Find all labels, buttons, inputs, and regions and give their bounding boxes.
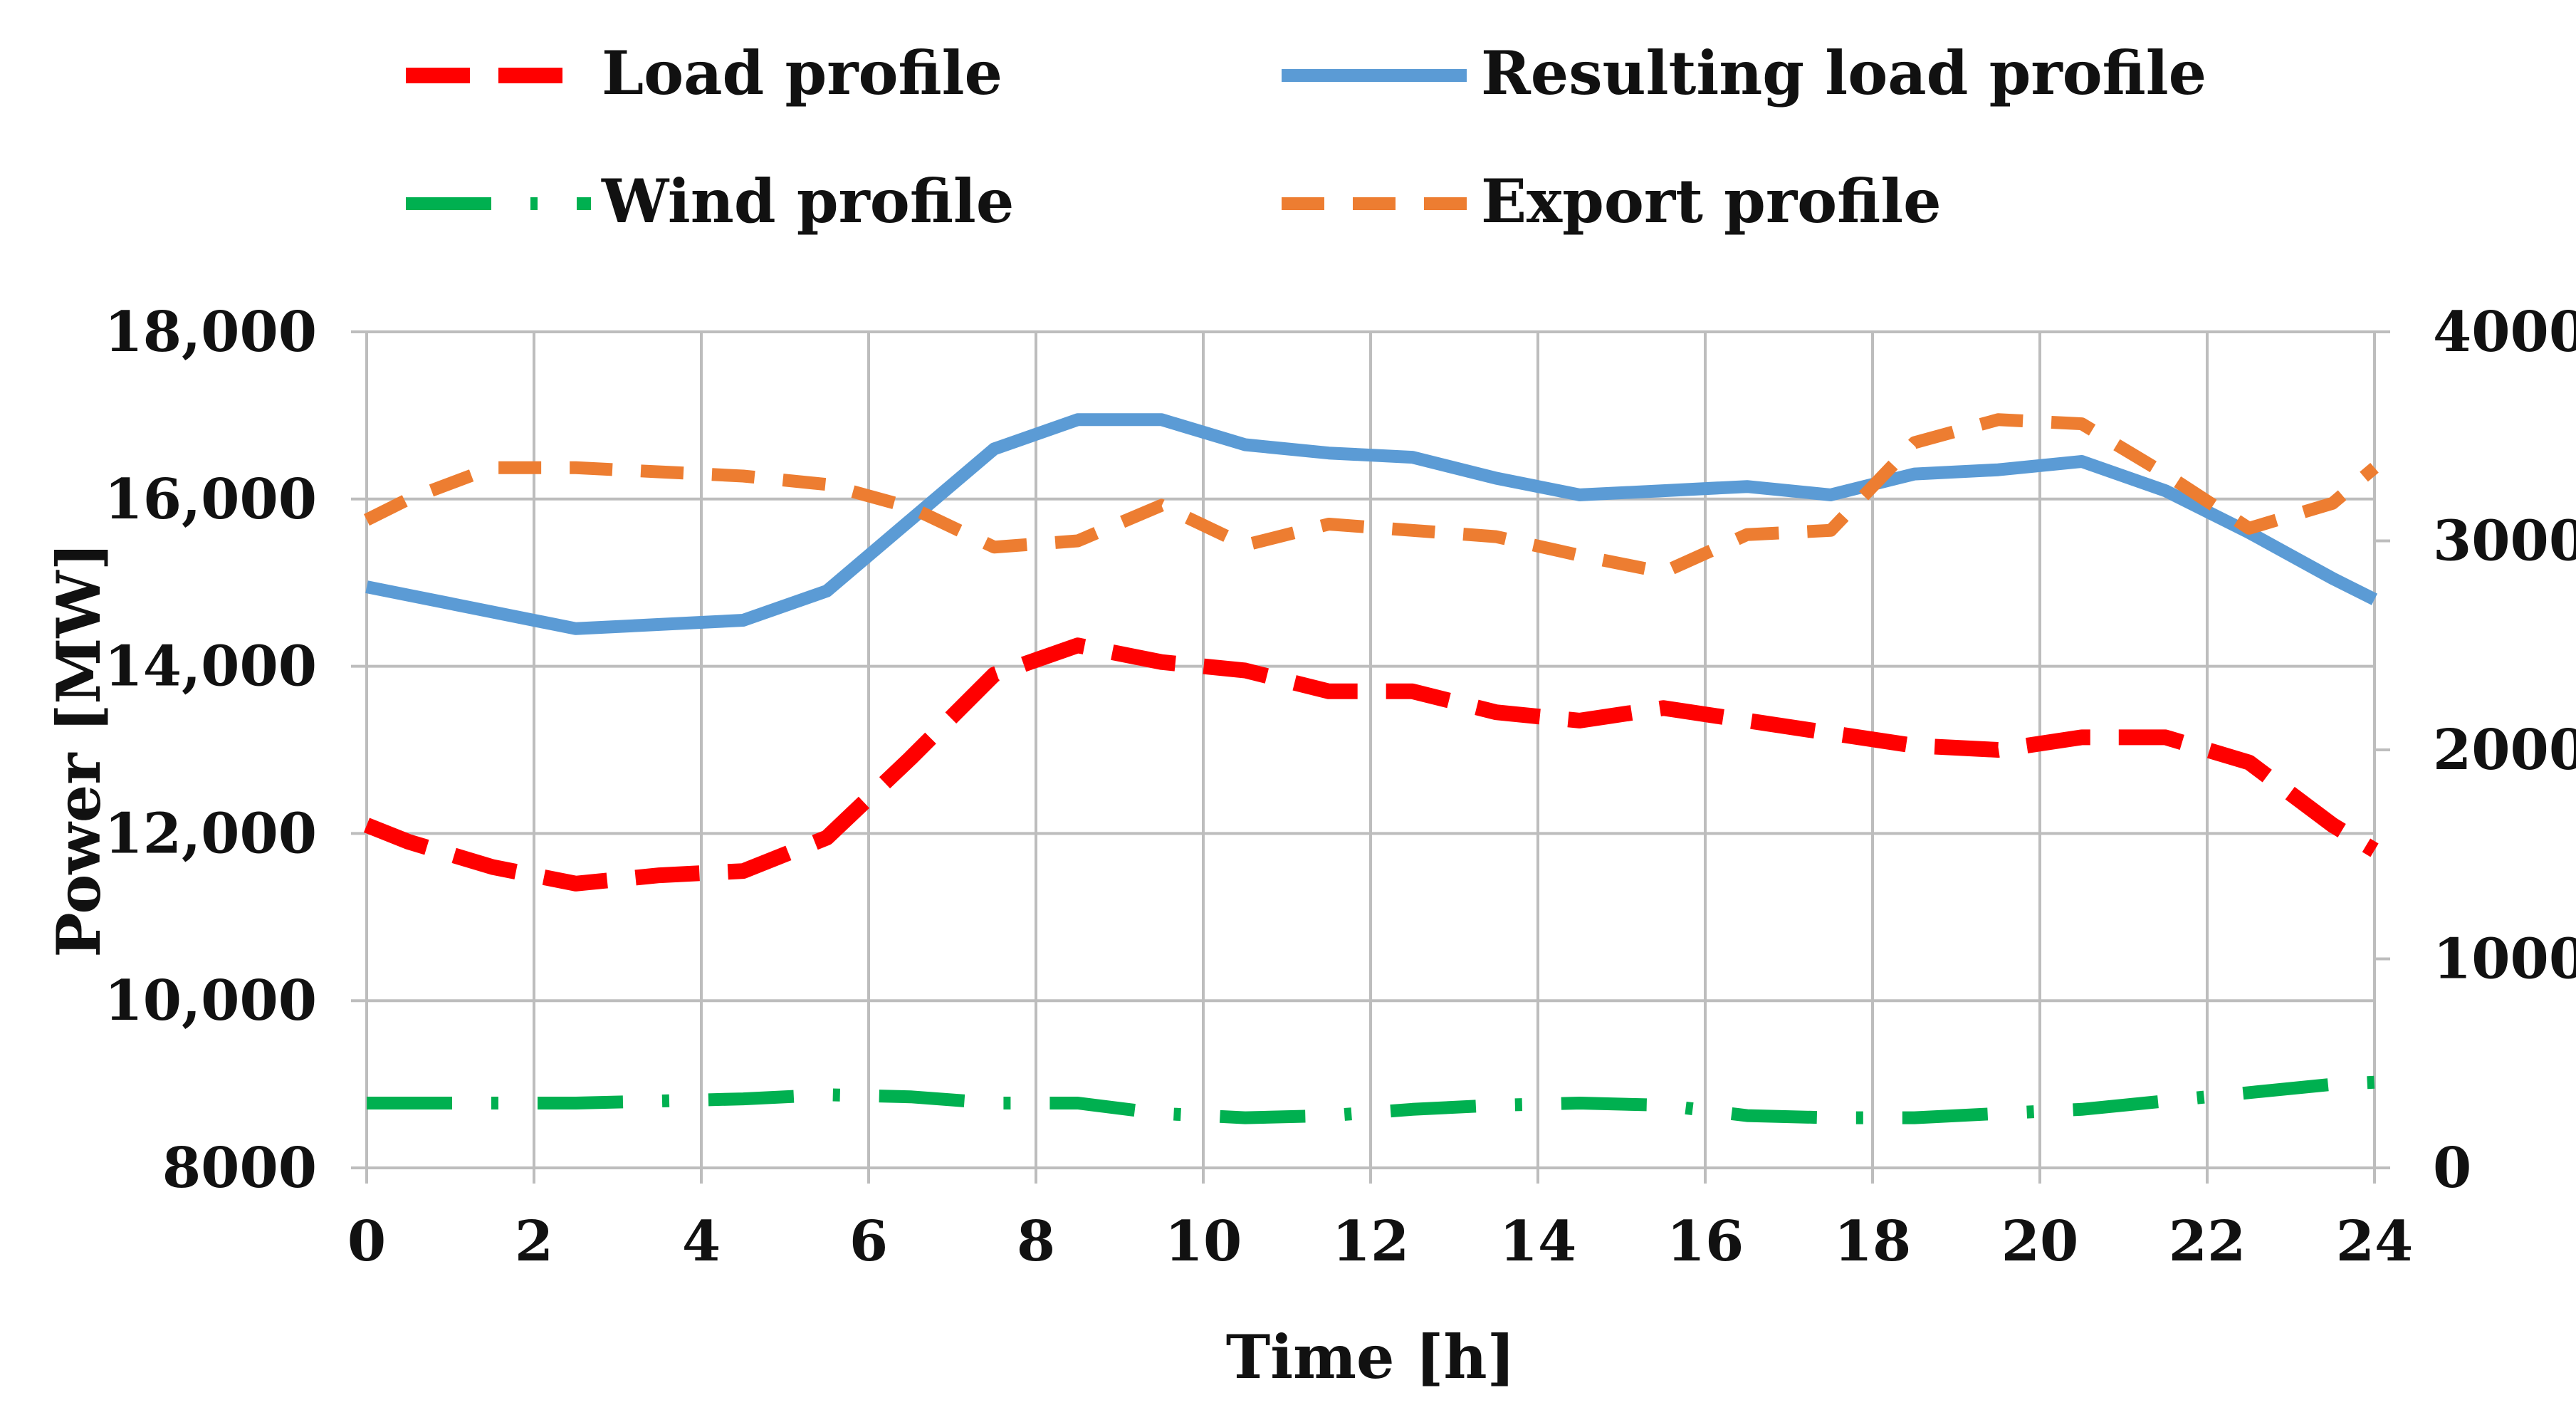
x-tick-label: 22: [2169, 1209, 2246, 1274]
legend-label-wind-profile: Wind profile: [601, 166, 1014, 236]
y-tick-label: 8000: [162, 1136, 317, 1201]
x-tick-label: 20: [2001, 1209, 2079, 1274]
y-tick-label: 10,000: [104, 968, 317, 1033]
y-tick-label: 16,000: [104, 467, 317, 532]
x-tick-label: 14: [1499, 1209, 1577, 1274]
y-tick-label: 18,000: [104, 300, 317, 365]
series: [363, 413, 2379, 1124]
y2-axis-ticks: 0 1000 2000 3000 4000: [2375, 300, 2576, 1201]
x-axis-ticks: 0 2 4 6 8 10 12 14 16 18 20 22 24: [347, 1168, 2413, 1274]
series-line-export-profile: [363, 413, 2379, 579]
y2-tick-label: 1000: [2433, 927, 2576, 992]
x-tick-label: 8: [1017, 1209, 1055, 1274]
x-tick-label: 12: [1332, 1209, 1410, 1274]
x-tick-label: 2: [515, 1209, 553, 1274]
x-tick-label: 4: [682, 1209, 721, 1274]
y2-tick-label: 0: [2433, 1136, 2471, 1201]
x-tick-label: 6: [849, 1209, 888, 1274]
y2-tick-label: 2000: [2433, 718, 2576, 783]
x-tick-label: 16: [1667, 1209, 1744, 1274]
legend-label-load-profile: Load profile: [602, 38, 1002, 108]
x-tick-label: 24: [2336, 1209, 2414, 1274]
x-tick-label: 0: [347, 1209, 386, 1274]
x-tick-label: 18: [1834, 1209, 1912, 1274]
y-axis-ticks: 8000 10,000 12,000 14,000 16,000 18,000: [104, 300, 367, 1201]
y-tick-label: 14,000: [104, 634, 317, 699]
y-tick-label: 12,000: [104, 801, 317, 866]
x-axis-title: Time [h]: [1226, 1322, 1516, 1392]
series-line-load-profile: [363, 637, 2379, 892]
legend: Load profile Resulting load profile Wind…: [406, 38, 2206, 236]
y2-tick-label: 4000: [2433, 300, 2576, 365]
y2-tick-label: 3000: [2433, 509, 2576, 574]
series-line-resulting-load-profile: [365, 413, 2378, 635]
y-axis-title: Power [MW]: [43, 543, 114, 958]
x-tick-label: 10: [1165, 1209, 1242, 1274]
legend-label-resulting-load-profile: Resulting load profile: [1481, 38, 2206, 108]
legend-label-export-profile: Export profile: [1481, 166, 1942, 236]
